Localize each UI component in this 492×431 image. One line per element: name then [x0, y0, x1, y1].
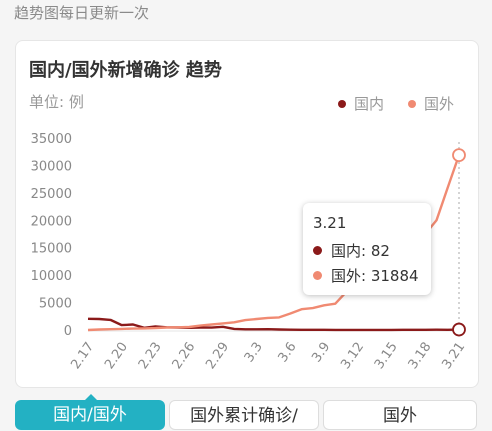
tooltip-domestic-value: 国内: 82	[331, 242, 390, 260]
x-tick-label: 2.17	[68, 340, 97, 372]
tooltip-foreign-dot	[313, 271, 322, 280]
tab-domestic-foreign[interactable]: 国内/国外	[15, 400, 165, 430]
x-tick-label: 2.20	[102, 340, 131, 372]
legend-domestic-label: 国内	[354, 95, 385, 113]
x-tick-label: 3.3	[242, 340, 266, 366]
card-title: 国内/国外新增确诊 趋势	[29, 60, 222, 81]
y-tick-label: 35000	[31, 132, 72, 147]
y-tick-label: 30000	[31, 159, 72, 174]
chart-tooltip: 3.21 国内: 82 国外: 31884	[303, 203, 431, 295]
foreign-legend-dot	[408, 99, 416, 108]
legend-foreign[interactable]: 国外	[408, 93, 454, 114]
y-tick-label: 0	[64, 324, 72, 339]
x-tick-label: 2.26	[170, 340, 199, 372]
x-tick-label: 3.18	[406, 340, 435, 372]
y-tick-label: 15000	[31, 242, 72, 257]
unit-label: 单位: 例	[29, 93, 84, 111]
tab-foreign-cumulative[interactable]: 国外累计确诊/	[169, 400, 319, 430]
domestic-last-point	[452, 322, 466, 337]
tooltip-row-domestic: 国内: 82	[313, 240, 390, 261]
tab-foreign[interactable]: 国外	[323, 400, 477, 430]
x-tick-label: 3.15	[372, 340, 401, 372]
y-tick-label: 5000	[39, 297, 72, 312]
x-tick-label: 3.9	[309, 340, 333, 366]
legend-domestic[interactable]: 国内	[338, 93, 384, 114]
tab-bar: 国内/国外 国外累计确诊/ 国外	[15, 400, 477, 430]
foreign-last-point	[452, 148, 466, 162]
x-tick-label: 2.29	[203, 340, 232, 372]
active-tab-pointer	[84, 394, 98, 401]
legend-foreign-label: 国外	[424, 95, 455, 113]
tooltip-row-foreign: 国外: 31884	[313, 265, 419, 286]
x-tick-label: 3.12	[338, 340, 367, 372]
domestic-legend-dot	[338, 99, 346, 108]
update-note: 趋势图每日更新一次	[14, 4, 150, 22]
tooltip-domestic-dot	[313, 246, 322, 255]
x-tick-label: 3.21	[439, 340, 468, 372]
y-tick-label: 20000	[31, 214, 72, 229]
x-tick-label: 2.23	[136, 340, 165, 372]
y-tick-label: 10000	[31, 269, 72, 284]
x-tick-label: 3.6	[275, 340, 299, 366]
tooltip-foreign-value: 国外: 31884	[331, 267, 419, 285]
y-tick-label: 25000	[31, 187, 72, 202]
tooltip-date: 3.21	[313, 214, 347, 232]
